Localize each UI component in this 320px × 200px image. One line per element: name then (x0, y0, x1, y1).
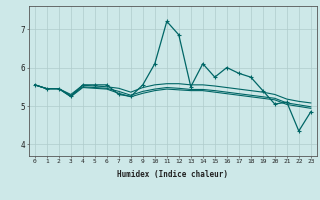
X-axis label: Humidex (Indice chaleur): Humidex (Indice chaleur) (117, 170, 228, 179)
